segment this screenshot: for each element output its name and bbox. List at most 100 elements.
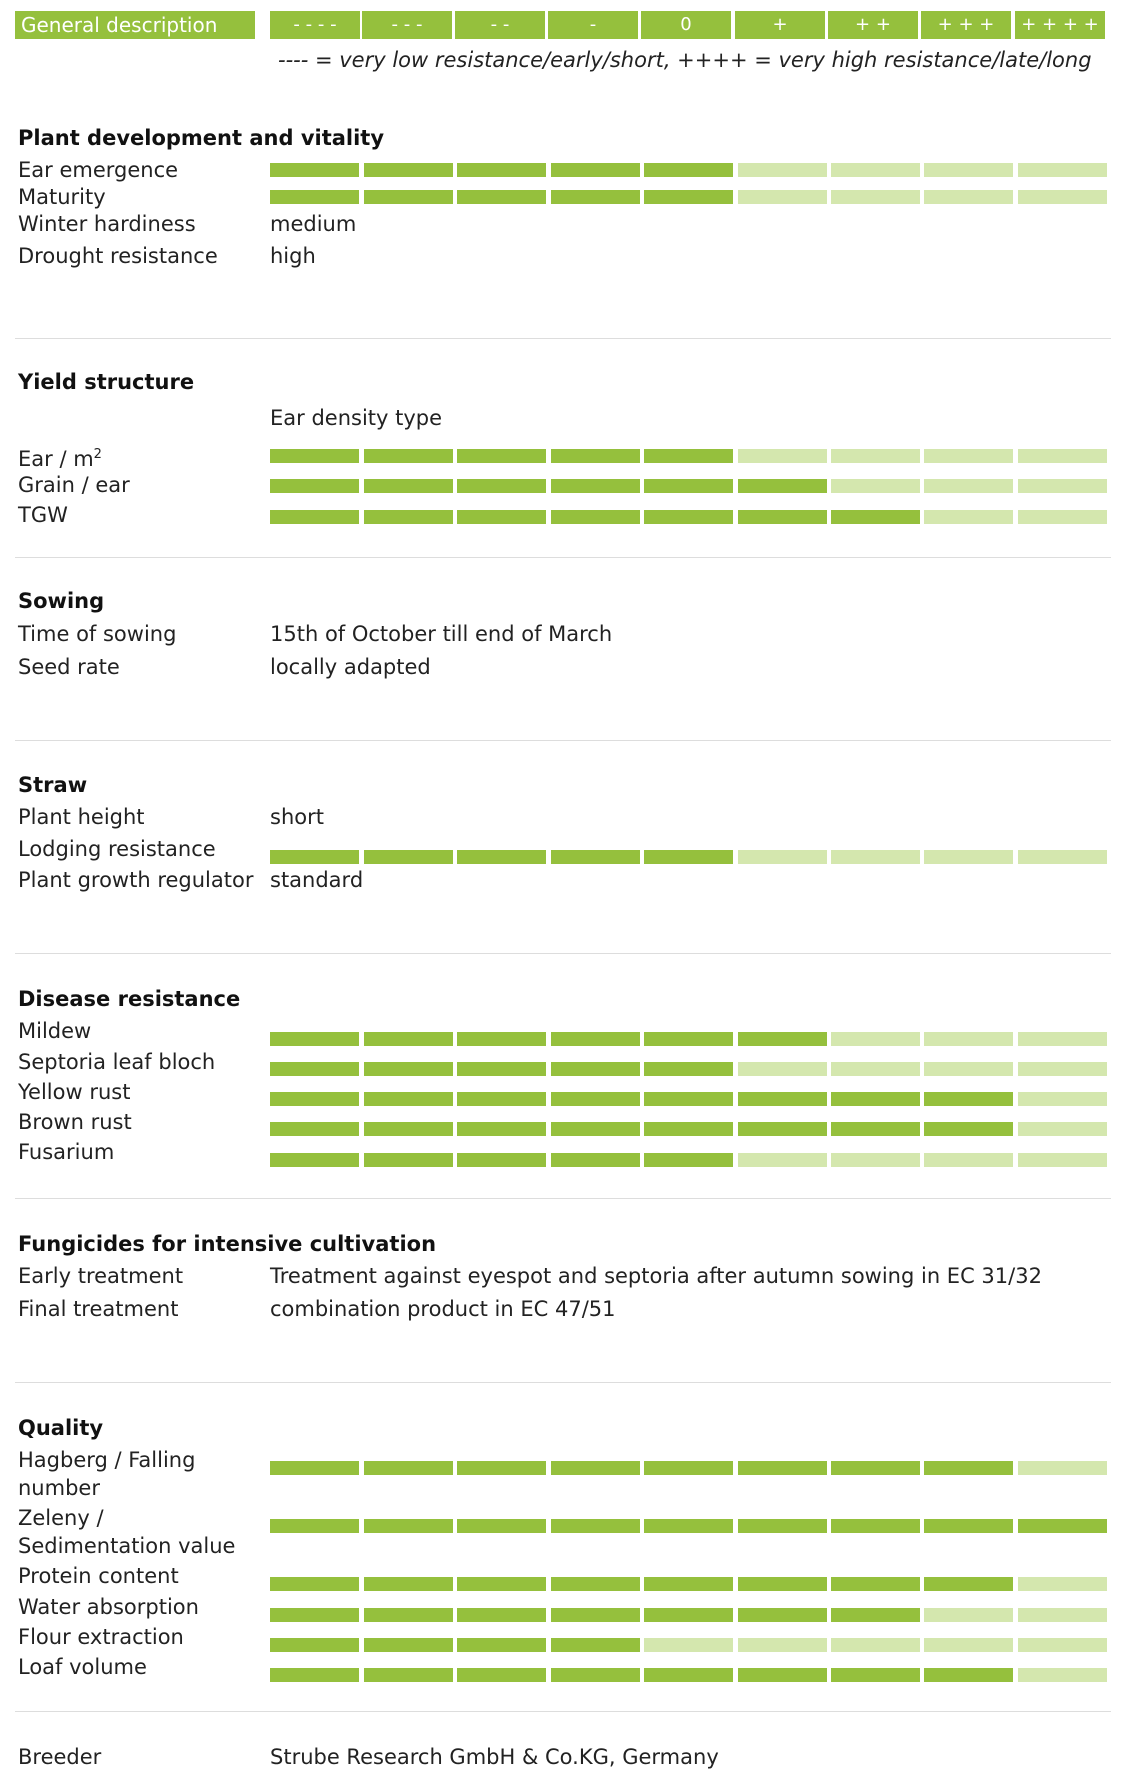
row-value: Treatment against eyespot and septoria a… [270,1264,1042,1288]
rating-segment [457,1638,546,1652]
rating-segment [457,1122,546,1136]
row-label: Fusarium [18,1140,115,1164]
rating-segment [551,1122,640,1136]
rating-segment [831,479,920,493]
rating-segment [270,850,359,864]
scale-cell: 0 [641,11,731,39]
rating-segment [831,190,920,204]
rating-segment [644,1153,733,1167]
rating-segment [924,1638,1013,1652]
rating-segment [551,1519,640,1533]
row-label: Winter hardiness [18,212,196,236]
rating-segment [270,1608,359,1622]
row-value: Strube Research GmbH & Co.KG, Germany [270,1745,719,1769]
row-label: Maturity [18,185,106,209]
rating-segment [270,1092,359,1106]
rating-segment [1018,1153,1107,1167]
rating-segment [924,479,1013,493]
rating-segment [551,479,640,493]
rating-segment [270,190,359,204]
rating-segment [270,1122,359,1136]
rating-segment [551,510,640,524]
rating-segment [457,1519,546,1533]
rating-segment [457,510,546,524]
rating-segment [457,1608,546,1622]
rating-segment [551,850,640,864]
rating-segment [270,1577,359,1591]
rating-segment [738,190,827,204]
rating-segment [457,190,546,204]
row-value: short [270,805,324,829]
rating-segment [270,479,359,493]
rating-segment [738,1577,827,1591]
rating-segment [457,163,546,177]
row-value: locally adapted [270,655,431,679]
row-label: Ear emergence [18,158,179,182]
rating-segment [270,1519,359,1533]
rating-segment [270,1153,359,1167]
rating-segment [738,1062,827,1076]
rating-segment [1018,1122,1107,1136]
section-title: Disease resistance [18,987,241,1011]
rating-segment [551,1638,640,1652]
rating-segment [364,163,453,177]
rating-segment [551,190,640,204]
rating-segment [738,1519,827,1533]
section-title: Fungicides for intensive cultivation [18,1232,437,1256]
rating-segment [1018,1608,1107,1622]
rating-segment [1018,479,1107,493]
rating-segment [270,1668,359,1682]
rating-segment [644,1122,733,1136]
rating-segment [551,163,640,177]
rating-segment [644,1062,733,1076]
rating-segment [924,190,1013,204]
scale-cell: - - - [362,11,452,39]
row-label: TGW [18,503,68,527]
scale-cell: - - [455,11,545,39]
rating-segment [1018,1638,1107,1652]
rating-segment [831,1092,920,1106]
row-label: Seed rate [18,655,120,679]
rating-segment [738,1461,827,1475]
rating-segment [270,163,359,177]
row-label: Hagberg / Falling number [18,1448,196,1500]
rating-segment [831,1122,920,1136]
rating-segment [738,1668,827,1682]
rating-segment [364,1092,453,1106]
rating-segment [831,1608,920,1622]
rating-segment [831,1032,920,1046]
rating-segment [831,850,920,864]
rating-segment [551,1153,640,1167]
row-label: Flour extraction [18,1625,184,1649]
rating-segment [924,510,1013,524]
rating-segment [644,1577,733,1591]
rating-segment [551,1461,640,1475]
row-label: Loaf volume [18,1655,147,1679]
rating-segment [738,163,827,177]
rating-segment [364,1638,453,1652]
scale-cell: - - - - [270,11,360,39]
rating-segment [364,1032,453,1046]
rating-segment [364,1153,453,1167]
rating-segment [738,1122,827,1136]
rating-segment [457,1668,546,1682]
row-label: Lodging resistance [18,837,216,861]
row-label: Final treatment [18,1297,179,1321]
rating-segment [738,1153,827,1167]
rating-segment [364,1519,453,1533]
section-separator [15,740,1111,741]
rating-segment [1018,1032,1107,1046]
rating-segment [270,1032,359,1046]
rating-segment [738,510,827,524]
section-separator [15,557,1111,558]
rating-segment [924,850,1013,864]
row-label: Plant growth regulator [18,868,254,892]
rating-segment [831,510,920,524]
rating-segment [1018,190,1107,204]
section-separator [15,1382,1111,1383]
scale-cell: - [548,11,638,39]
row-label: Drought resistance [18,244,218,268]
rating-segment [270,1461,359,1475]
rating-segment [551,1092,640,1106]
